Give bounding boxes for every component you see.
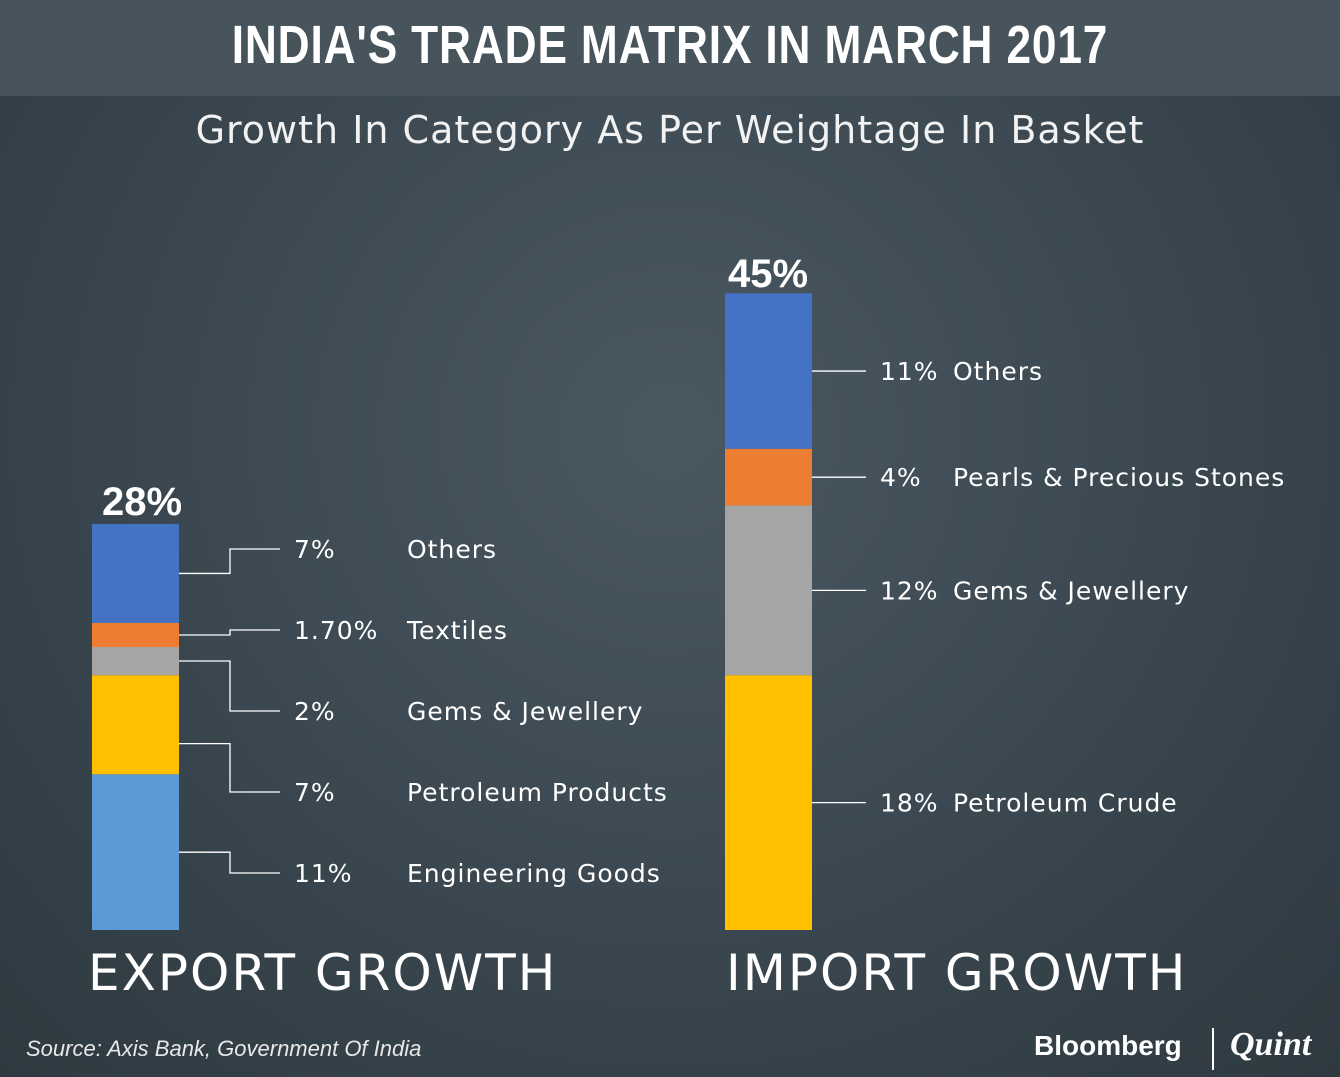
segment-value-label: 18% (880, 789, 939, 818)
bloomberg-logo: Bloomberg (1034, 1030, 1182, 1061)
quint-logo: Quint (1230, 1026, 1312, 1063)
segment-value-label: 11% (880, 357, 939, 386)
bar-segment-others (725, 293, 812, 449)
leader-line (179, 548, 280, 575)
segment-category-label: Gems & Jewellery (407, 697, 643, 726)
segment-category-label: Engineering Goods (407, 859, 661, 888)
segment-category-label: Pearls & Precious Stones (953, 463, 1285, 492)
bar-segment-petroleum-crude (725, 675, 812, 930)
segment-value-label: 12% (880, 576, 939, 605)
bar-segment-gems-jewellery (725, 505, 812, 676)
bar-segment-engineering-goods (92, 774, 179, 930)
segment-category-label: Others (407, 535, 497, 564)
leader-line (179, 742, 280, 793)
leader-line (179, 851, 280, 874)
bar-segment-pearls-precious-stones (725, 448, 812, 506)
chart-title: INDIA'S TRADE MATRIX IN MARCH 2017 (231, 15, 1109, 75)
segment-value-label: 4% (880, 463, 922, 492)
bar-segment-others (92, 523, 179, 623)
segment-category-label: Others (953, 357, 1043, 386)
export-total-label: 28% (102, 480, 183, 524)
bar-segment-petroleum-products (92, 675, 179, 775)
export-group-label: EXPORT GROWTH (88, 944, 558, 1002)
import-total-label: 45% (728, 252, 809, 296)
segment-value-label: 11% (294, 859, 353, 888)
bar-segment-textiles (92, 622, 179, 647)
chart-subtitle: Growth In Category As Per Weightage In B… (195, 108, 1145, 152)
segment-value-label: 7% (294, 778, 336, 807)
segment-category-label: Gems & Jewellery (953, 576, 1189, 605)
segment-value-label: 2% (294, 697, 336, 726)
segment-category-label: Petroleum Crude (953, 789, 1178, 818)
import-group-label: IMPORT GROWTH (726, 944, 1188, 1002)
source-note: Source: Axis Bank, Government Of India (26, 1036, 422, 1061)
bar-segment-gems-jewellery (92, 647, 179, 676)
logo-divider (1212, 1028, 1214, 1070)
segment-category-label: Textiles (406, 616, 508, 645)
title-banner (0, 0, 1340, 96)
leader-line (179, 660, 280, 712)
leader-line (179, 629, 280, 636)
segment-value-label: 1.70% (294, 616, 378, 645)
segment-value-label: 7% (294, 535, 336, 564)
segment-category-label: Petroleum Products (407, 778, 668, 807)
